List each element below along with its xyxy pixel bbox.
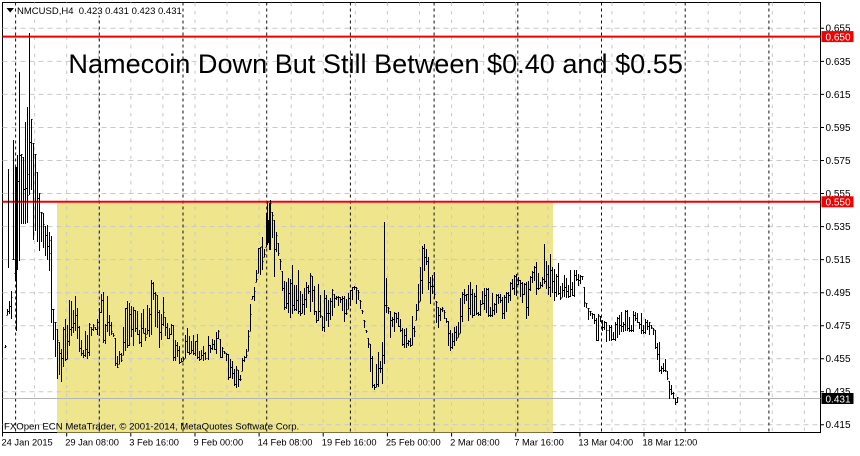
svg-text:0.575: 0.575 (826, 156, 851, 167)
svg-text:0.475: 0.475 (826, 321, 851, 332)
svg-text:0.535: 0.535 (826, 222, 851, 233)
svg-text:9 Feb 00:00: 9 Feb 00:00 (194, 437, 244, 447)
svg-text:0.455: 0.455 (826, 354, 851, 365)
svg-text:0.431: 0.431 (826, 394, 851, 405)
svg-text:3 Feb 16:00: 3 Feb 16:00 (129, 437, 179, 447)
svg-text:18 Mar 12:00: 18 Mar 12:00 (643, 437, 698, 447)
svg-text:0.595: 0.595 (826, 123, 851, 134)
svg-text:Namecoin Down But Still Betwee: Namecoin Down But Still Between $0.40 an… (68, 48, 683, 79)
svg-text:0.415: 0.415 (826, 420, 851, 431)
svg-text:25 Feb 00:00: 25 Feb 00:00 (386, 437, 441, 447)
svg-text:13 Mar 04:00: 13 Mar 04:00 (578, 437, 633, 447)
svg-text:0.635: 0.635 (826, 57, 851, 68)
svg-text:0.515: 0.515 (826, 255, 851, 266)
svg-text:0.615: 0.615 (826, 90, 851, 101)
svg-text:0.555: 0.555 (826, 189, 851, 200)
svg-text:29 Jan 08:00: 29 Jan 08:00 (65, 437, 119, 447)
svg-text:24 Jan 2015: 24 Jan 2015 (2, 437, 53, 447)
svg-text:0.655: 0.655 (826, 24, 851, 35)
svg-text:7 Mar 16:00: 7 Mar 16:00 (514, 437, 564, 447)
svg-text:FXOpen ECN MetaTrader, © 2001-: FXOpen ECN MetaTrader, © 2001-2014, Meta… (4, 422, 299, 433)
svg-text:2 Mar 08:00: 2 Mar 08:00 (450, 437, 500, 447)
svg-text:0.550: 0.550 (826, 198, 851, 209)
svg-text:19 Feb 16:00: 19 Feb 16:00 (322, 437, 377, 447)
svg-text:14 Feb 08:00: 14 Feb 08:00 (258, 437, 313, 447)
svg-text:0.495: 0.495 (826, 288, 851, 299)
svg-text:NMCUSD,H4 0.423 0.431 0.423 0: NMCUSD,H4 0.423 0.431 0.423 0.431 (17, 6, 182, 17)
svg-text:0.650: 0.650 (826, 33, 851, 44)
svg-text:0.435: 0.435 (826, 387, 851, 398)
